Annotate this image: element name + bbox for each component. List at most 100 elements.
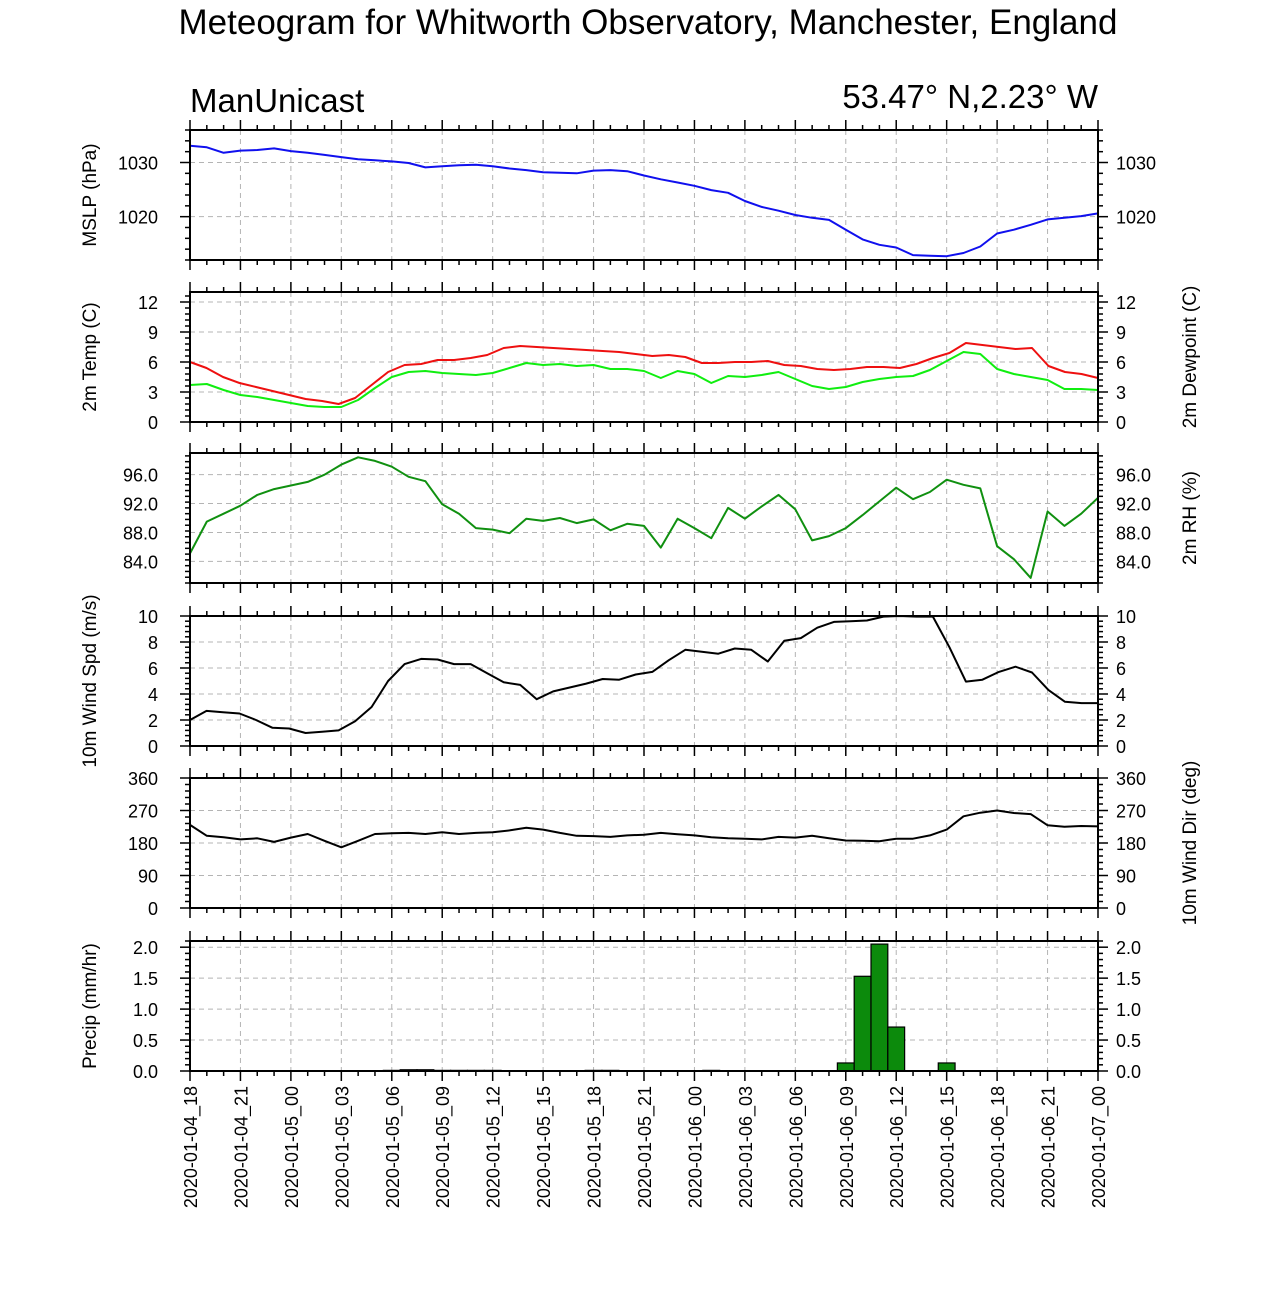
x-tick-label: 2020-01-06_21	[1039, 1086, 1060, 1208]
y-tick-label-left: 1.5	[133, 969, 158, 989]
y-tick-label-right: 9	[1116, 323, 1126, 343]
station-name-subtitle: ManUnicast	[190, 82, 364, 119]
y-tick-label-left: 9	[148, 323, 158, 343]
y-tick-label-right: 2.0	[1116, 938, 1141, 958]
series-line-wind_speed-0	[189, 615, 1098, 734]
y-tick-label-right: 0	[1116, 413, 1126, 433]
panel-wind_direction: 0 90 180 270 360 0 90 180 270 360 10m Wind Dir (de…	[128, 761, 1201, 926]
precip-bar	[937, 1062, 956, 1072]
y-tick-label-right: 92.0	[1116, 495, 1151, 515]
panel-temperature: 0 3 6 9 12 0 3 6 9 12 2m Temp (C) 2m Dewpoint (C)	[80, 282, 1201, 433]
y-tick-label-left: 0.0	[133, 1062, 158, 1082]
y-tick-label-left: 6	[148, 353, 158, 373]
x-tick-label: 2020-01-04_18	[181, 1086, 202, 1208]
precip-bar	[836, 1062, 855, 1072]
x-tick-label: 2020-01-06_03	[736, 1086, 757, 1208]
y-axis-label-right: 2m RH (%)	[1180, 471, 1201, 565]
x-tick-label: 2020-01-04_21	[231, 1086, 252, 1208]
y-tick-label-left: 6	[148, 659, 158, 679]
y-tick-label-right: 3	[1116, 383, 1126, 403]
x-tick-label: 2020-01-06_18	[988, 1086, 1009, 1208]
y-tick-label-left: 90	[138, 867, 158, 887]
x-tick-label: 2020-01-06_12	[887, 1086, 908, 1208]
y-tick-label-right: 1.5	[1116, 969, 1141, 989]
x-tick-label: 2020-01-06_15	[938, 1086, 959, 1208]
y-axis-label-left: MSLP (hPa)	[80, 143, 101, 246]
y-tick-label-left: 3	[148, 383, 158, 403]
y-tick-label-left: 88.0	[123, 523, 158, 543]
y-tick-label-right: 10	[1116, 607, 1136, 627]
y-tick-label-right: 0.5	[1116, 1031, 1141, 1051]
y-tick-label-left: 0	[148, 899, 158, 919]
series-line-relative_humidity-0	[189, 456, 1099, 579]
x-axis-labels: 2020-01-04_18 2020-01-04_21 2020-01-05_00 2…	[181, 1086, 1110, 1208]
y-tick-label-right: 1020	[1116, 208, 1156, 228]
y-tick-label-right: 0	[1116, 899, 1126, 919]
panel-precipitation: 0.0 0.5 1.0 1.5 2.0 0.0 0.5 1.0 1.5 2.0 Precip (mm…	[80, 931, 1141, 1082]
precip-bar	[853, 975, 872, 1072]
x-tick-label: 2020-01-06_09	[837, 1086, 858, 1208]
series-line-mslp-0	[189, 144, 1099, 258]
series-line-temperature-1	[189, 351, 1099, 408]
y-tick-label-right: 270	[1116, 802, 1146, 822]
x-tick-label: 2020-01-07_00	[1089, 1086, 1110, 1208]
y-tick-label-left: 12	[138, 293, 158, 313]
y-tick-label-right: 0.0	[1116, 1062, 1141, 1082]
y-tick-label-left: 270	[128, 802, 158, 822]
panel-mslp: 1020 1030 1020 1030 MSLP (hPa)	[80, 120, 1156, 270]
y-axis-label-left: 10m Wind Spd (m/s)	[80, 594, 101, 767]
y-tick-label-right: 0	[1116, 737, 1126, 757]
x-tick-label: 2020-01-06_00	[685, 1086, 706, 1208]
y-tick-label-left: 4	[148, 685, 158, 705]
y-tick-label-right: 8	[1116, 633, 1126, 653]
x-tick-label: 2020-01-06_06	[786, 1086, 807, 1208]
coordinates-subtitle: 53.47° N,2.23° W	[842, 78, 1099, 115]
y-tick-label-right: 1030	[1116, 154, 1156, 174]
y-tick-label-right: 88.0	[1116, 523, 1151, 543]
y-tick-label-right: 90	[1116, 867, 1136, 887]
y-tick-label-left: 0	[148, 413, 158, 433]
x-tick-label: 2020-01-05_00	[282, 1086, 303, 1208]
y-tick-label-left: 8	[148, 633, 158, 653]
y-tick-label-right: 96.0	[1116, 466, 1151, 486]
series-line-wind_direction-0	[189, 809, 1099, 849]
y-tick-label-left: 2.0	[133, 938, 158, 958]
y-tick-label-right: 84.0	[1116, 552, 1151, 572]
y-tick-label-left: 1.0	[133, 1000, 158, 1020]
chart-title: Meteogram for Whitworth Observatory, Man…	[179, 3, 1118, 42]
x-tick-label: 2020-01-05_03	[332, 1086, 353, 1208]
panel-wind_speed: 0 2 4 6 8 10 0 2 4 6 8 10 10m Wind Spd (m/s)	[80, 594, 1136, 767]
precip-bar	[887, 1026, 906, 1072]
x-tick-label: 2020-01-05_21	[635, 1086, 656, 1208]
x-tick-label: 2020-01-05_12	[484, 1086, 505, 1208]
y-tick-label-left: 1030	[118, 154, 158, 174]
y-tick-label-left: 84.0	[123, 552, 158, 572]
panel-relative_humidity: 84.0 88.0 92.0 96.0 84.0 88.0 92.0 96.0 2m RH (%…	[123, 443, 1201, 593]
y-tick-label-right: 1.0	[1116, 1000, 1141, 1020]
x-tick-label: 2020-01-05_18	[585, 1086, 606, 1208]
y-tick-label-right: 12	[1116, 293, 1136, 313]
x-tick-label: 2020-01-05_09	[433, 1086, 454, 1208]
y-tick-label-left: 0.5	[133, 1031, 158, 1051]
x-tick-label: 2020-01-05_15	[534, 1086, 555, 1208]
series-line-temperature-0	[189, 342, 1099, 405]
x-tick-label: 2020-01-05_06	[383, 1086, 404, 1208]
y-tick-label-left: 180	[128, 834, 158, 854]
y-axis-label-left: Precip (mm/hr)	[80, 943, 101, 1069]
y-axis-label-right: 2m Dewpoint (C)	[1180, 286, 1201, 429]
precip-bar	[870, 943, 889, 1072]
y-tick-label-right: 180	[1116, 834, 1146, 854]
y-tick-label-left: 92.0	[123, 495, 158, 515]
y-axis-label-left: 2m Temp (C)	[80, 302, 101, 411]
y-tick-label-left: 10	[138, 607, 158, 627]
y-tick-label-right: 6	[1116, 353, 1126, 373]
y-tick-label-left: 96.0	[123, 466, 158, 486]
y-axis-label-right: 10m Wind Dir (deg)	[1180, 761, 1201, 926]
y-tick-label-right: 2	[1116, 711, 1126, 731]
y-tick-label-left: 360	[128, 769, 158, 789]
y-tick-label-right: 360	[1116, 769, 1146, 789]
y-tick-label-left: 1020	[118, 208, 158, 228]
y-tick-label-left: 2	[148, 711, 158, 731]
y-tick-label-left: 0	[148, 737, 158, 757]
